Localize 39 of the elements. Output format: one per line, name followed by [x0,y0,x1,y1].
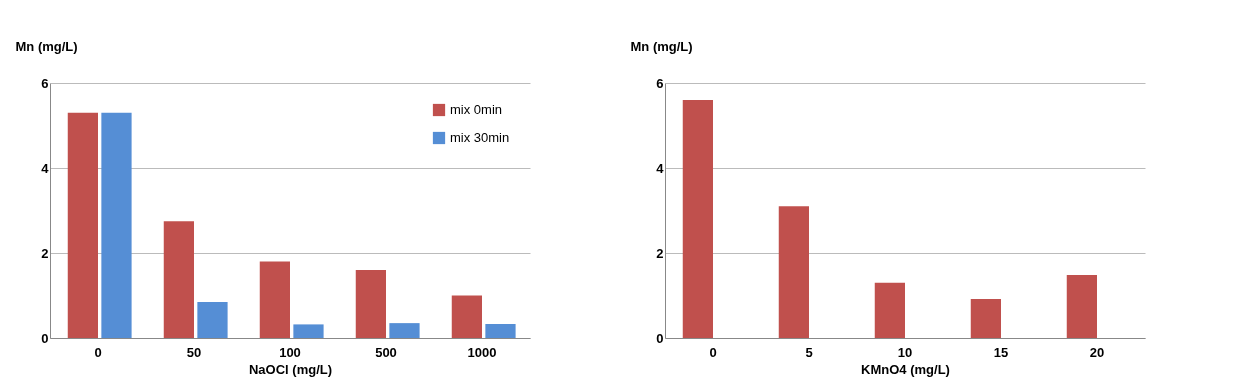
x-tick-label: 0 [709,344,717,360]
x-tick-label: 50 [186,344,202,360]
y-tick-label: 2 [41,245,49,261]
bar [778,206,809,338]
bar [355,270,386,338]
bar [389,323,420,338]
y-tick-label: 2 [656,245,664,261]
y-tick-label: 4 [41,160,50,176]
bar [874,282,905,338]
bar [485,323,516,338]
x-axis-title: NaOCl (mg/L) [248,361,333,377]
x-tick-label: 500 [375,344,397,360]
bar [197,301,228,338]
legend-label: mix 30min [450,130,510,145]
x-tick-label: 5 [805,344,813,360]
x-tick-label: 20 [1089,344,1105,360]
bar [101,112,132,338]
y-tick-label: 0 [41,330,49,346]
y-tick-label: 6 [41,75,49,91]
x-tick-label: 1000 [467,344,497,360]
legend-label: mix 0min [450,102,503,117]
y-axis-title: Mn (mg/L) [630,38,693,54]
x-tick-label: 15 [993,344,1009,360]
bar [1066,275,1097,338]
bar [163,221,194,338]
y-axis-title: Mn (mg/L) [15,38,78,54]
y-tick-label: 4 [656,160,665,176]
x-tick-label: 0 [94,344,102,360]
bar [682,100,713,338]
bar [259,261,290,338]
x-axis-title: KMnO4 (mg/L) [861,361,950,377]
x-tick-label: 10 [897,344,913,360]
y-tick-label: 6 [656,75,664,91]
y-tick-label: 0 [656,330,664,346]
bar [451,295,482,338]
x-tick-label: 100 [279,344,301,360]
bar [293,324,324,338]
bar [67,112,98,338]
bar [970,298,1001,338]
